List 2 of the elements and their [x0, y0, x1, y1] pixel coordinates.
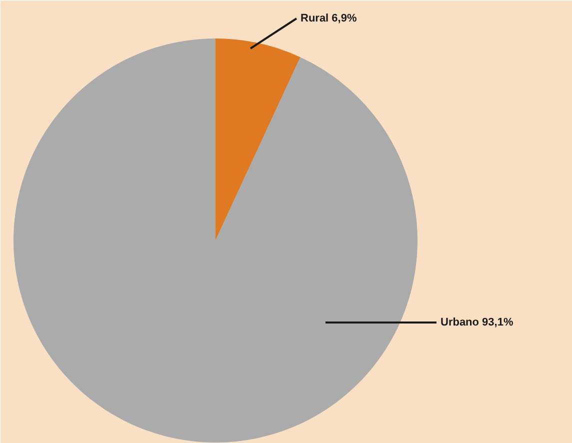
slice-label: Urbano 93,1%: [440, 316, 514, 328]
slice-label: Rural 6,9%: [300, 12, 357, 24]
